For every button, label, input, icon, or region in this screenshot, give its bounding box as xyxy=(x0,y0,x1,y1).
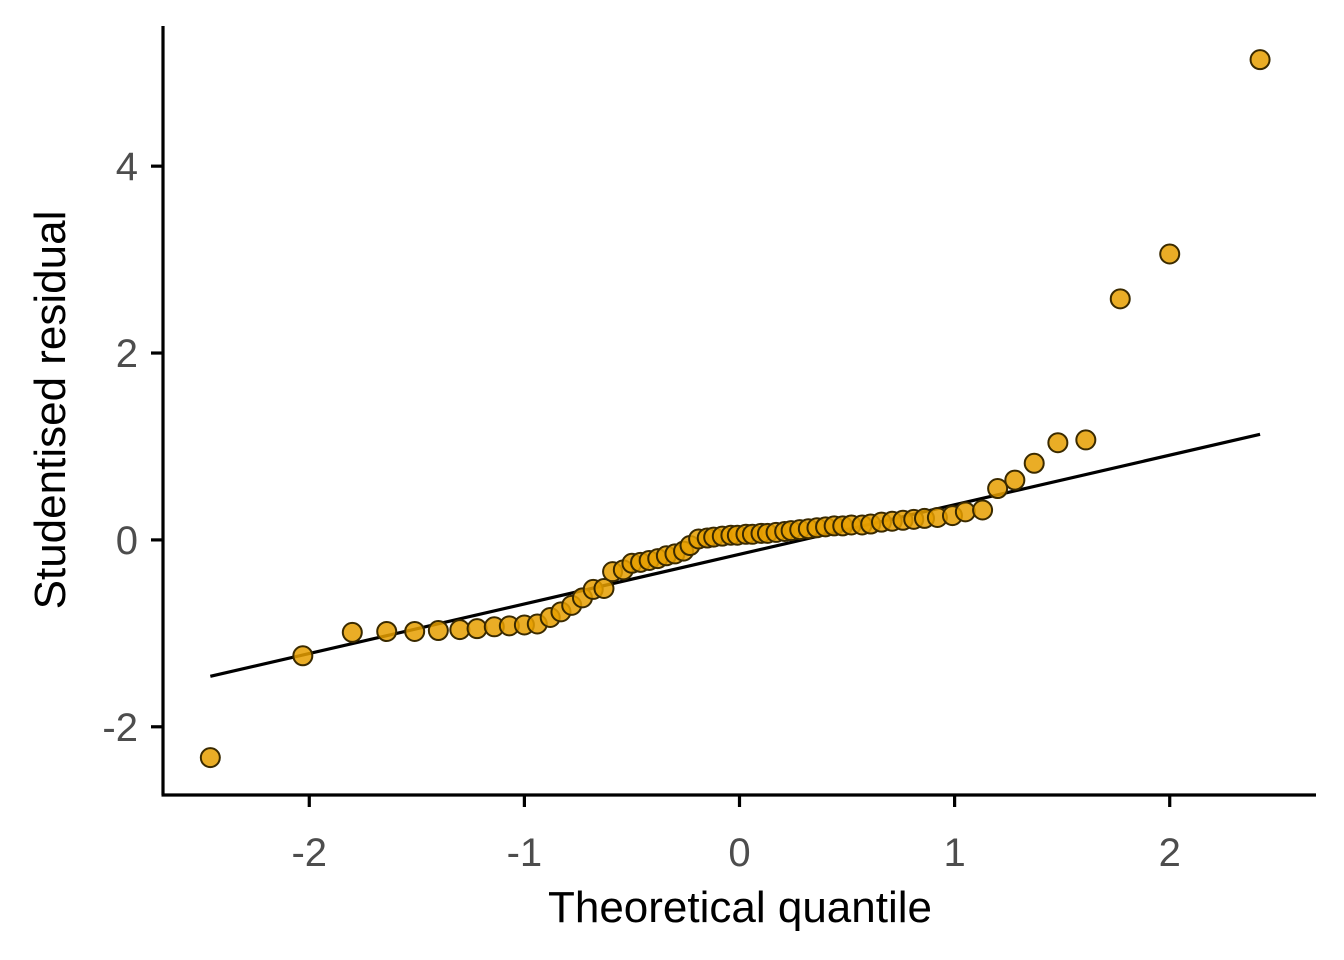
y-tick-label: 2 xyxy=(116,332,138,376)
data-point xyxy=(427,620,449,642)
data-point xyxy=(593,578,615,600)
data-point xyxy=(292,645,314,667)
data-point xyxy=(1047,432,1069,454)
data-point xyxy=(466,618,488,640)
data-point xyxy=(341,621,363,643)
x-tick-label: 0 xyxy=(728,831,750,875)
axes xyxy=(161,26,1316,797)
data-point xyxy=(404,620,426,642)
points-layer xyxy=(199,49,1271,769)
y-tick-label: 4 xyxy=(116,145,138,189)
data-point xyxy=(449,619,471,641)
data-point xyxy=(1159,243,1181,265)
qq-reference-line xyxy=(209,432,1261,678)
data-point xyxy=(987,478,1009,500)
data-point xyxy=(1023,452,1045,474)
y-tick-label: 0 xyxy=(116,519,138,563)
x-axis-title: Theoretical quantile xyxy=(548,883,932,932)
x-tick-label: -1 xyxy=(507,831,543,875)
x-tick-label: 2 xyxy=(1159,831,1181,875)
data-point xyxy=(199,747,221,769)
x-tick-label: 1 xyxy=(943,831,965,875)
data-point xyxy=(1109,288,1131,310)
data-point xyxy=(376,620,398,642)
data-point xyxy=(1249,49,1271,71)
data-point xyxy=(972,499,994,521)
reference-line-layer xyxy=(209,432,1261,678)
y-axis-title: Studentised residual xyxy=(26,211,75,610)
ticks: -2 -1 0 1 2 -2 0 2 4 xyxy=(102,145,1180,875)
data-point xyxy=(1004,469,1026,491)
y-tick-label: -2 xyxy=(102,706,138,750)
data-point xyxy=(1075,429,1097,451)
x-tick-label: -2 xyxy=(291,831,327,875)
data-point xyxy=(954,501,976,523)
